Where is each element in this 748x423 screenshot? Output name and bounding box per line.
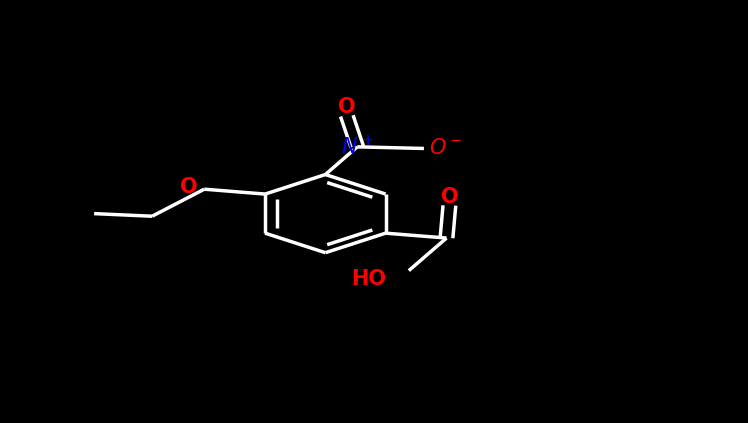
Text: O: O xyxy=(180,176,197,197)
Text: O: O xyxy=(338,97,355,118)
Text: $N^+$: $N^+$ xyxy=(341,135,373,159)
Text: $O^-$: $O^-$ xyxy=(429,138,463,159)
Text: HO: HO xyxy=(351,269,386,289)
Text: O: O xyxy=(441,187,459,207)
